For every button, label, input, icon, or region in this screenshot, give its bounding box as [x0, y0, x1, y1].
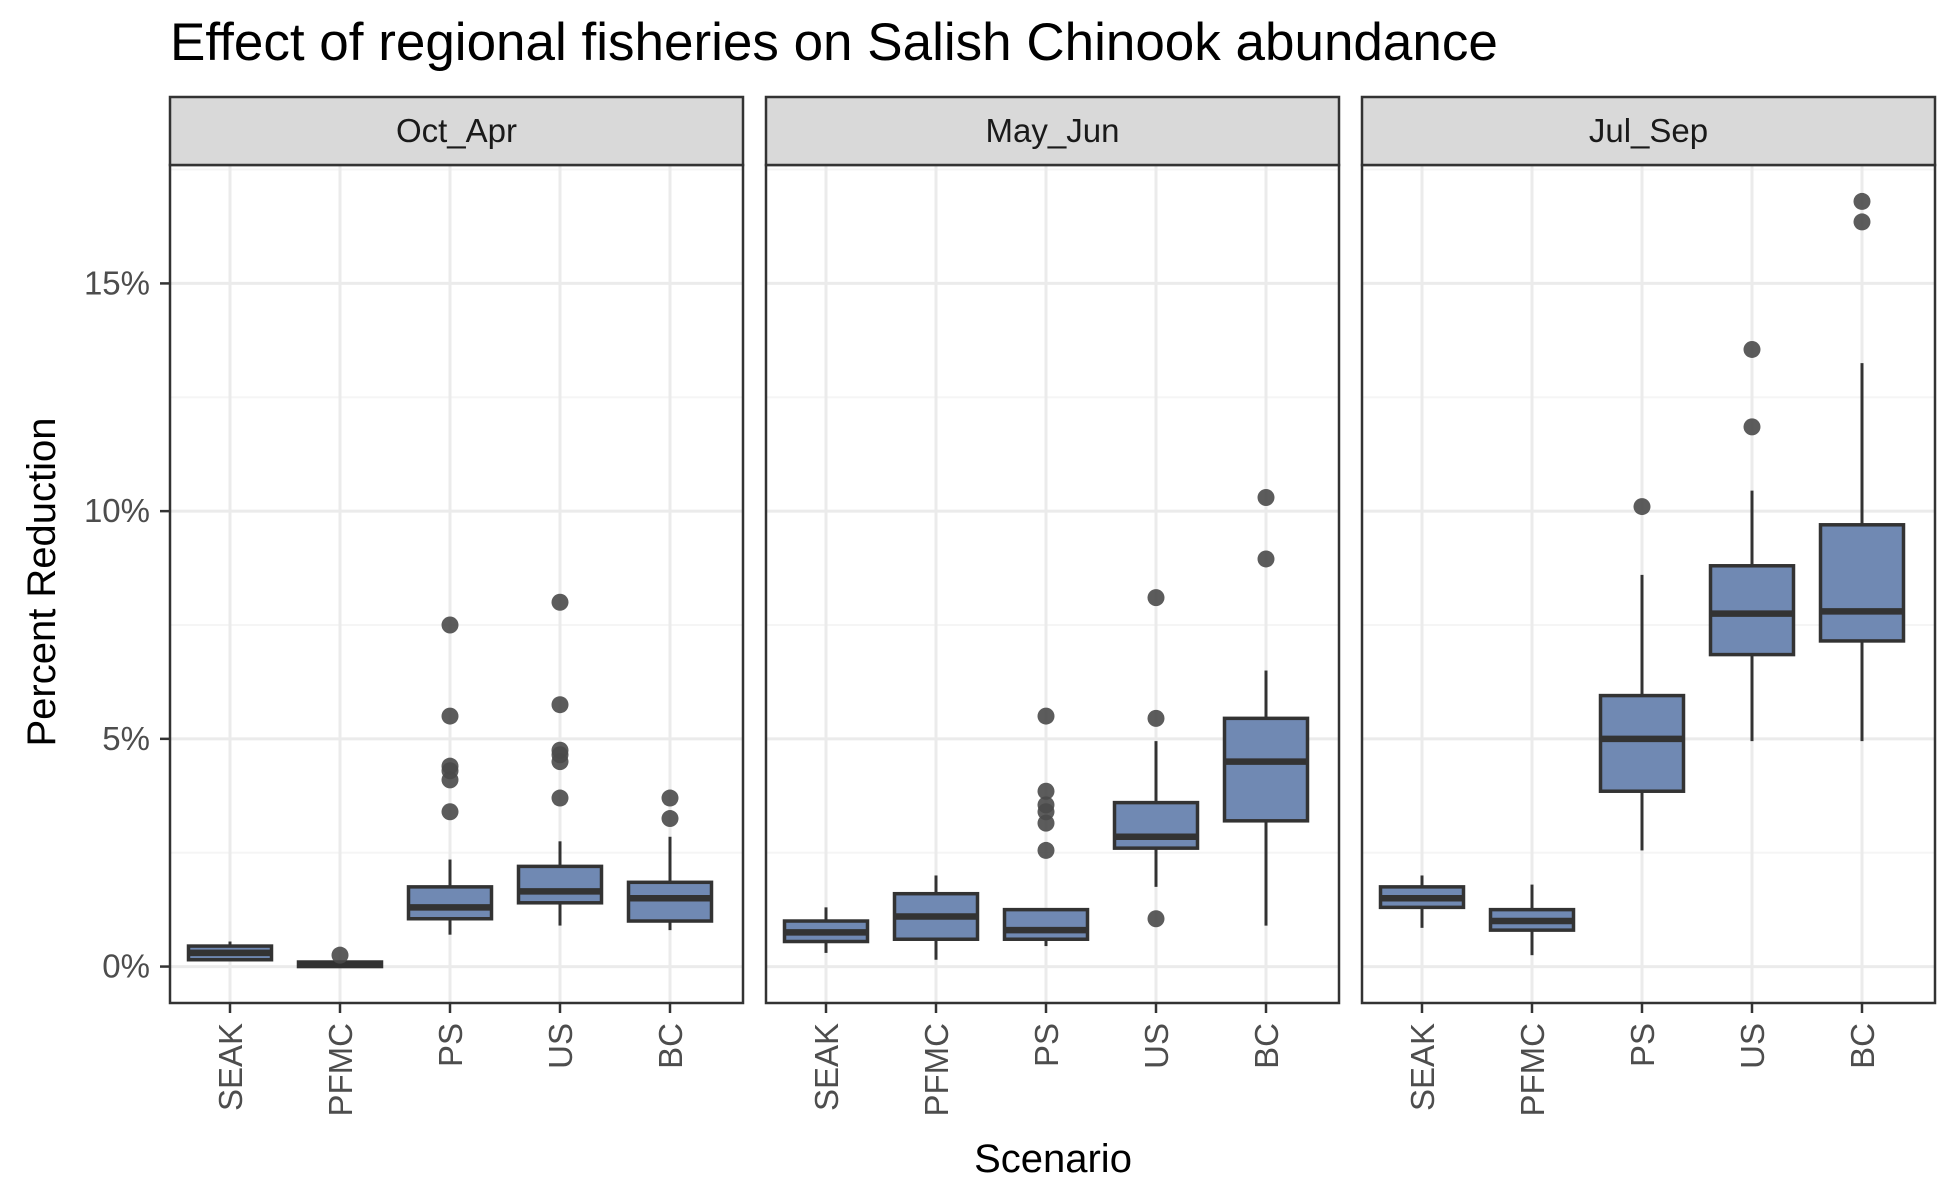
box-us	[516, 593, 604, 926]
box-body	[1112, 800, 1200, 850]
facet-strip-label: Jul_Sep	[1589, 112, 1708, 149]
panel-background	[170, 165, 743, 1003]
chart-title: Effect of regional fisheries on Salish C…	[170, 13, 1498, 72]
box-seak	[782, 907, 870, 953]
x-axis-title: Scenario	[974, 1137, 1132, 1181]
outlier-point	[551, 789, 569, 807]
y-tick-label: 5%	[102, 720, 150, 757]
x-tick-label: PS	[1028, 1023, 1065, 1067]
y-tick-label: 10%	[84, 492, 150, 529]
facet-panel-oct-apr: Oct_Apr SEAK PFMC PS US BC	[168, 95, 745, 1117]
box-body	[516, 864, 604, 905]
x-tick-label: SEAK	[212, 1023, 249, 1111]
facet-panel-may-jun: May_Jun SEAK PFMC PS US BC	[764, 95, 1341, 1117]
box-bc	[1818, 192, 1906, 742]
outlier-point	[1853, 213, 1871, 231]
box-body	[1818, 523, 1906, 643]
outlier-point	[441, 757, 459, 775]
x-tick-label: SEAK	[1404, 1023, 1441, 1111]
x-tick-label: PS	[432, 1023, 469, 1067]
outlier-point	[1257, 550, 1275, 568]
box-seak	[1378, 875, 1466, 928]
x-tick-label: BC	[652, 1023, 689, 1069]
x-tick-label: PFMC	[918, 1023, 955, 1117]
box-seak	[186, 941, 274, 962]
box-body	[1708, 564, 1796, 657]
box-body	[1222, 716, 1310, 823]
facet-panel-jul-sep: Jul_Sep SEAK PFMC PS US BC	[1360, 95, 1937, 1117]
outlier-point	[1037, 707, 1055, 725]
outlier-point	[1147, 910, 1165, 928]
facet-strip-label: Oct_Apr	[396, 112, 517, 149]
outlier-point	[1743, 418, 1761, 436]
outlier-point	[1743, 340, 1761, 358]
x-tick-label: BC	[1248, 1023, 1285, 1069]
x-tick-label: BC	[1844, 1023, 1881, 1069]
box-pfmc	[296, 946, 384, 969]
box-pfmc	[1488, 884, 1576, 956]
outlier-point	[441, 707, 459, 725]
box-body	[1002, 907, 1090, 941]
outlier-point	[1633, 498, 1651, 516]
panel-background	[766, 165, 1339, 1003]
box-us	[1112, 589, 1200, 928]
box-ps	[1002, 707, 1090, 947]
x-tick-label: PFMC	[1514, 1023, 1551, 1117]
box-ps	[1598, 498, 1686, 851]
outlier-point	[1147, 589, 1165, 607]
outlier-point	[1037, 782, 1055, 800]
y-tick-label: 0%	[102, 948, 150, 985]
box-body	[406, 885, 494, 921]
x-tick-label: US	[542, 1023, 579, 1069]
box-ps	[406, 616, 494, 935]
outlier-point	[1037, 841, 1055, 859]
x-tick-label: US	[1734, 1023, 1771, 1069]
outlier-point	[551, 696, 569, 714]
outlier-point	[1853, 192, 1871, 210]
y-axis: 0% 5% 10% 15%	[84, 264, 170, 985]
y-axis-title: Percent Reduction	[20, 417, 64, 746]
box-bc	[1222, 488, 1310, 926]
outlier-point	[1147, 709, 1165, 727]
facet-strip	[764, 95, 1341, 167]
outlier-point	[441, 803, 459, 821]
box-body	[626, 880, 714, 923]
facet-panels: Oct_Apr SEAK PFMC PS US BC May_Jun SEAK PFMC PS US…	[168, 95, 1937, 1117]
box-bc	[626, 789, 714, 931]
outlier-point	[661, 789, 679, 807]
outlier-point	[441, 616, 459, 634]
facet-strip-label: May_Jun	[986, 112, 1120, 149]
outlier-point	[661, 810, 679, 828]
box-us	[1708, 340, 1796, 742]
x-tick-label: PFMC	[322, 1023, 359, 1117]
y-tick-label: 15%	[84, 264, 150, 301]
x-tick-label: PS	[1624, 1023, 1661, 1067]
outlier-point	[1037, 796, 1055, 814]
x-tick-label: US	[1138, 1023, 1175, 1069]
outlier-point	[551, 741, 569, 759]
outlier-point	[1257, 488, 1275, 506]
box-pfmc	[892, 875, 980, 960]
outlier-point	[331, 946, 349, 964]
x-tick-label: SEAK	[808, 1023, 845, 1111]
facet-strip	[1360, 95, 1937, 167]
box-body	[1598, 693, 1686, 793]
facet-strip	[168, 95, 745, 167]
outlier-point	[551, 593, 569, 611]
